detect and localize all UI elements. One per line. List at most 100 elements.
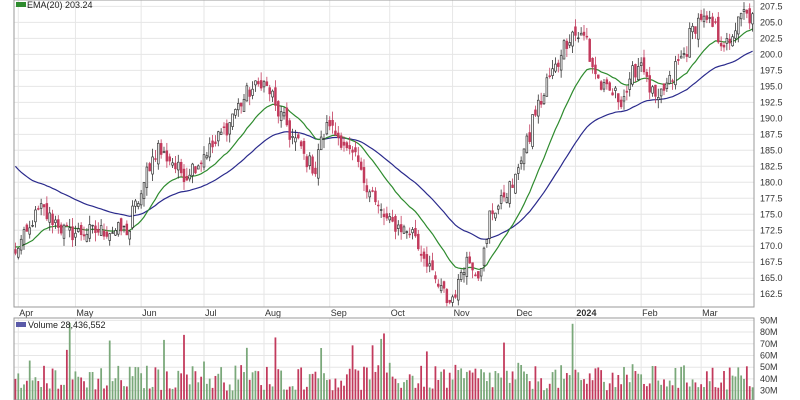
date-tick-label: 2024	[576, 308, 596, 318]
volume-bar	[85, 387, 88, 400]
volume-bar	[265, 366, 268, 400]
volume-bar	[708, 381, 711, 400]
volume-bar	[91, 371, 94, 400]
volume-bar	[294, 389, 297, 400]
candle-body	[522, 148, 526, 165]
candle-body	[199, 162, 203, 165]
volume-bar	[508, 382, 511, 400]
volume-bar	[188, 384, 191, 400]
date-axis-ticks: Apr May Jun Jul Aug Sep Oct Nov Dec 2024 Feb Mar	[19, 308, 717, 318]
ema20-legend-swatch	[16, 2, 26, 7]
volume-bar	[191, 366, 194, 400]
volume-bar	[103, 388, 105, 400]
volume-bar	[237, 379, 240, 400]
candle-body	[42, 204, 46, 208]
volume-bar	[391, 376, 394, 400]
volume-bar	[580, 380, 583, 400]
candle-body	[388, 216, 391, 221]
candle-body	[539, 100, 543, 105]
candle-body	[217, 131, 220, 142]
volume-bar	[205, 383, 208, 400]
volume-bar	[531, 388, 534, 400]
candle-body	[168, 156, 171, 162]
candle-body	[82, 234, 86, 237]
candle-body	[359, 161, 363, 170]
volume-bar	[223, 382, 225, 400]
price-plot-area	[14, 0, 754, 307]
candle-body	[737, 16, 740, 35]
price-axis-ticks: 162.5 165.0 167.5 170.0 172.5 175.0 177.5 180.0…	[760, 1, 783, 299]
volume-bar	[497, 373, 500, 400]
volume-bar	[557, 387, 560, 400]
volume-bar	[145, 365, 148, 400]
candle-body	[654, 84, 657, 97]
volume-bar	[720, 382, 723, 400]
candle-body	[197, 165, 200, 170]
candle-body	[22, 229, 26, 245]
volume-bar	[563, 378, 565, 400]
volume-bar	[711, 367, 714, 400]
candle-body	[228, 122, 231, 135]
candle-body	[468, 256, 471, 264]
volume-bar	[554, 369, 557, 400]
candle-body	[422, 251, 426, 259]
volume-bar	[105, 385, 108, 400]
volume-bar	[423, 386, 425, 400]
volume-bar	[363, 366, 365, 400]
volume-bar	[525, 373, 528, 400]
volume-bar	[351, 345, 354, 400]
volume-bar	[751, 387, 754, 400]
volume-bar	[297, 369, 300, 400]
volume-bar	[445, 387, 448, 400]
candle-body	[608, 82, 611, 91]
candle-body	[577, 37, 580, 40]
candle-body	[679, 55, 683, 59]
volume-bar	[443, 369, 445, 400]
candle-body	[548, 75, 551, 77]
candle-body	[62, 224, 66, 239]
volume-tick-label: 90M	[760, 315, 778, 325]
volume-bar	[280, 370, 283, 400]
volume-bar	[585, 383, 588, 400]
volume-bar	[271, 386, 274, 400]
ema20-legend-label: EMA(20) 203.24	[27, 0, 93, 10]
candle-body	[77, 228, 80, 232]
volume-bar	[477, 378, 480, 400]
volume-bar	[277, 369, 280, 400]
volume-bar	[748, 386, 751, 400]
candle-body	[562, 40, 566, 60]
candle-body	[31, 225, 34, 227]
volume-bar	[594, 368, 597, 400]
volume-bar	[431, 388, 434, 400]
price-tick-label: 175.0	[760, 209, 783, 219]
candle-body	[14, 249, 17, 254]
volume-bar	[320, 348, 323, 400]
volume-bar	[257, 371, 260, 400]
candle-body	[725, 38, 729, 44]
volume-bar	[465, 371, 468, 400]
candle-body	[731, 36, 734, 47]
volume-bar	[703, 387, 705, 400]
ema50-line	[14, 50, 753, 240]
volume-bar	[400, 387, 403, 400]
candle-body	[308, 155, 311, 167]
volume-bar	[374, 371, 377, 400]
volume-bar	[714, 387, 717, 400]
volume-bar	[745, 366, 748, 400]
volume-bar	[43, 365, 45, 400]
volume-bar	[240, 365, 243, 400]
candle-body	[605, 79, 609, 85]
volume-legend: Volume 28,436,552	[16, 320, 106, 330]
volume-tick-label: 40M	[760, 374, 778, 384]
volume-bar	[680, 366, 683, 400]
candle-body	[108, 233, 111, 241]
volume-bar	[568, 375, 571, 400]
volume-bar	[463, 378, 465, 400]
candle-body	[494, 212, 497, 219]
volume-bar	[317, 378, 320, 400]
candle-body	[745, 9, 749, 14]
candle-body	[79, 225, 83, 236]
candle-body	[177, 161, 180, 171]
volume-bar	[197, 382, 200, 400]
